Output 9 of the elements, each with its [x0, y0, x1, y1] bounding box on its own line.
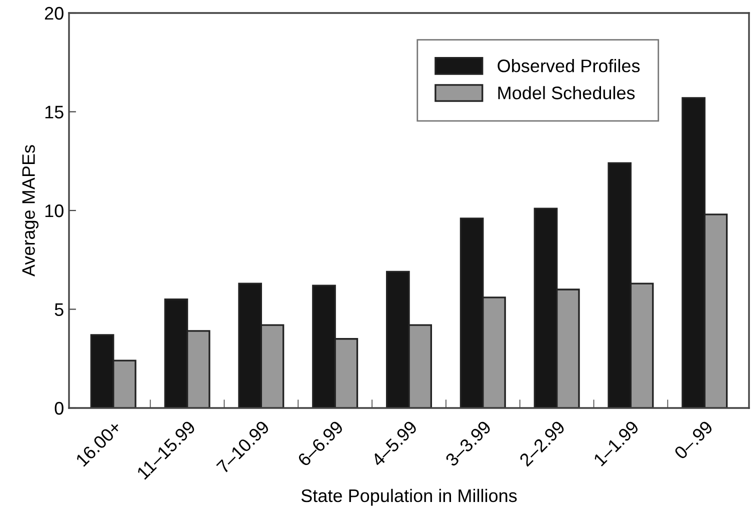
y-tick-label: 10 — [45, 204, 64, 218]
y-axis-title: Average MAPEs — [22, 145, 38, 277]
legend-label: Model Schedules — [498, 86, 635, 100]
y-tick-label: 5 — [54, 303, 64, 316]
x-axis-title: State Population in Millions — [301, 488, 517, 506]
legend-label: Observed Profiles — [498, 59, 640, 72]
y-tick-label: 0 — [54, 402, 64, 415]
y-tick-label: 20 — [44, 6, 64, 20]
y-tick-label: 15 — [45, 106, 64, 118]
